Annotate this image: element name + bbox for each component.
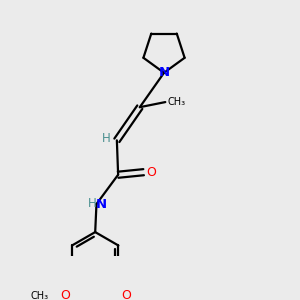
Text: CH₃: CH₃ <box>30 291 49 300</box>
Text: O: O <box>60 289 70 300</box>
Text: O: O <box>146 166 156 179</box>
Text: N: N <box>158 66 169 79</box>
Text: O: O <box>121 289 131 300</box>
Text: H: H <box>88 197 97 210</box>
Text: H: H <box>102 132 110 145</box>
Text: N: N <box>95 198 106 211</box>
Text: CH₃: CH₃ <box>167 97 185 107</box>
